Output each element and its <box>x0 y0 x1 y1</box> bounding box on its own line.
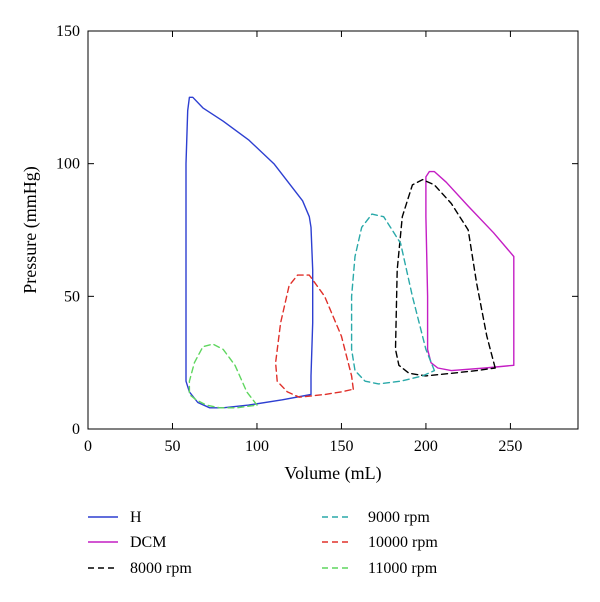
series-line-9000-rpm <box>350 213 436 385</box>
series-lines <box>185 96 515 409</box>
series-line-8000-rpm <box>394 178 496 377</box>
legend: H DCM 8000 rpm 9000 rpm 10000 rpm 11000 rpm <box>88 509 438 577</box>
x-tick-label: 0 <box>84 438 92 455</box>
x-tick-label: 100 <box>245 438 269 455</box>
legend-label-8000-rpm: 8000 rpm <box>130 560 192 577</box>
y-tick-label: 0 <box>72 421 80 438</box>
x-axis-title: Volume (mL) <box>284 463 381 484</box>
legend-label-10000-rpm: 10000 rpm <box>368 534 438 551</box>
axis-ticks: 0 50 100 150 200 250 0 50 100 150 <box>56 23 578 455</box>
y-tick-label: 150 <box>56 23 80 40</box>
x-tick-label: 200 <box>414 438 438 455</box>
legend-label-dcm: DCM <box>130 534 166 551</box>
series-line-11000-rpm <box>188 343 258 409</box>
series-line-h <box>185 96 314 409</box>
plot-area-frame <box>87 30 579 430</box>
y-tick-label: 100 <box>56 156 80 173</box>
x-tick-label: 250 <box>498 438 522 455</box>
y-axis-title: Pressure (mmHg) <box>20 166 41 293</box>
legend-label-h: H <box>130 509 142 526</box>
x-tick-label: 50 <box>164 438 180 455</box>
legend-label-11000-rpm: 11000 rpm <box>368 560 438 577</box>
series-line-dcm <box>425 170 515 372</box>
x-tick-label: 150 <box>329 438 353 455</box>
legend-label-9000-rpm: 9000 rpm <box>368 509 430 526</box>
series-line-10000-rpm <box>274 274 354 398</box>
y-tick-label: 50 <box>64 288 80 305</box>
